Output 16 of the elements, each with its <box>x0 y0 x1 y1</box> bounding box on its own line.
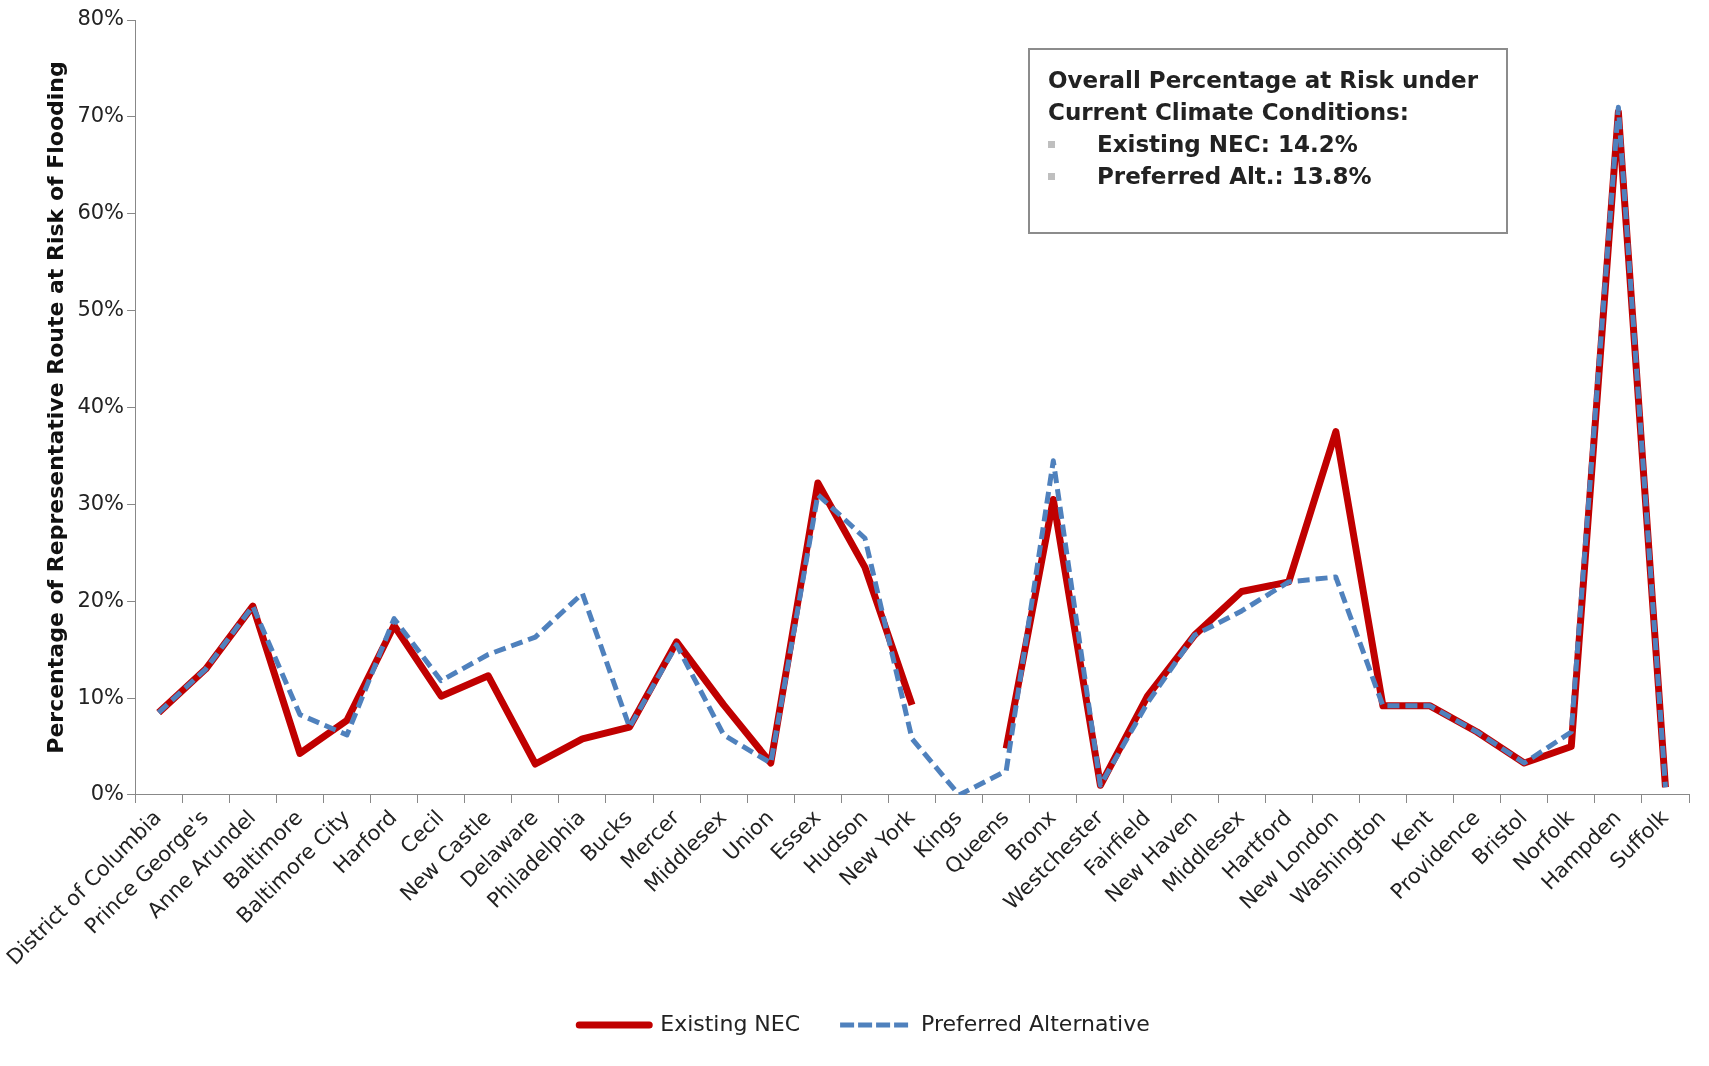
y-tick-label: 60% <box>77 200 125 225</box>
y-tick-label: 10% <box>77 684 125 709</box>
y-tick-label: 40% <box>77 393 125 418</box>
y-tick-label: 20% <box>77 587 125 612</box>
y-tick-label: 50% <box>77 297 125 322</box>
legend-label: Existing NEC <box>660 1010 801 1036</box>
legend-label: Preferred Alternative <box>921 1010 1150 1036</box>
y-axis-title: Percentage of Representative Route at Risk of Flooding <box>42 61 68 754</box>
y-tick-label: 30% <box>77 490 125 515</box>
y-tick-label: 0% <box>90 781 125 806</box>
text-box: Overall Percentage at Risk under Current Climate Conditions: Existing NEC: 14.2% Preferred Alt.: 13.8% <box>1028 48 1508 234</box>
y-tick-label: 80% <box>77 6 125 31</box>
annotation: Existing NEC: 14.2% <box>1097 130 1358 159</box>
y-tick-label: 70% <box>77 103 125 128</box>
annotation: Preferred Alt.: 13.8% <box>1097 162 1372 191</box>
annotation: Overall Percentage at Risk under Current Climate Conditions: <box>1048 66 1480 127</box>
